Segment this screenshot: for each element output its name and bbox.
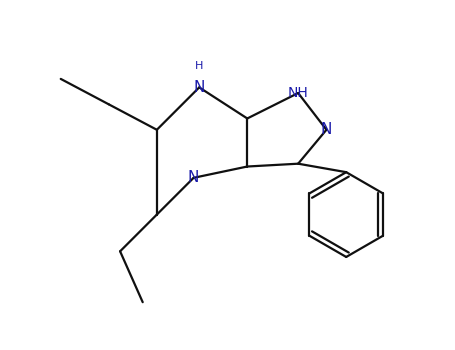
Text: N: N <box>321 122 332 137</box>
Text: NH: NH <box>288 86 308 100</box>
Text: N: N <box>188 170 199 186</box>
Text: H: H <box>195 61 203 71</box>
Text: N: N <box>193 80 205 95</box>
